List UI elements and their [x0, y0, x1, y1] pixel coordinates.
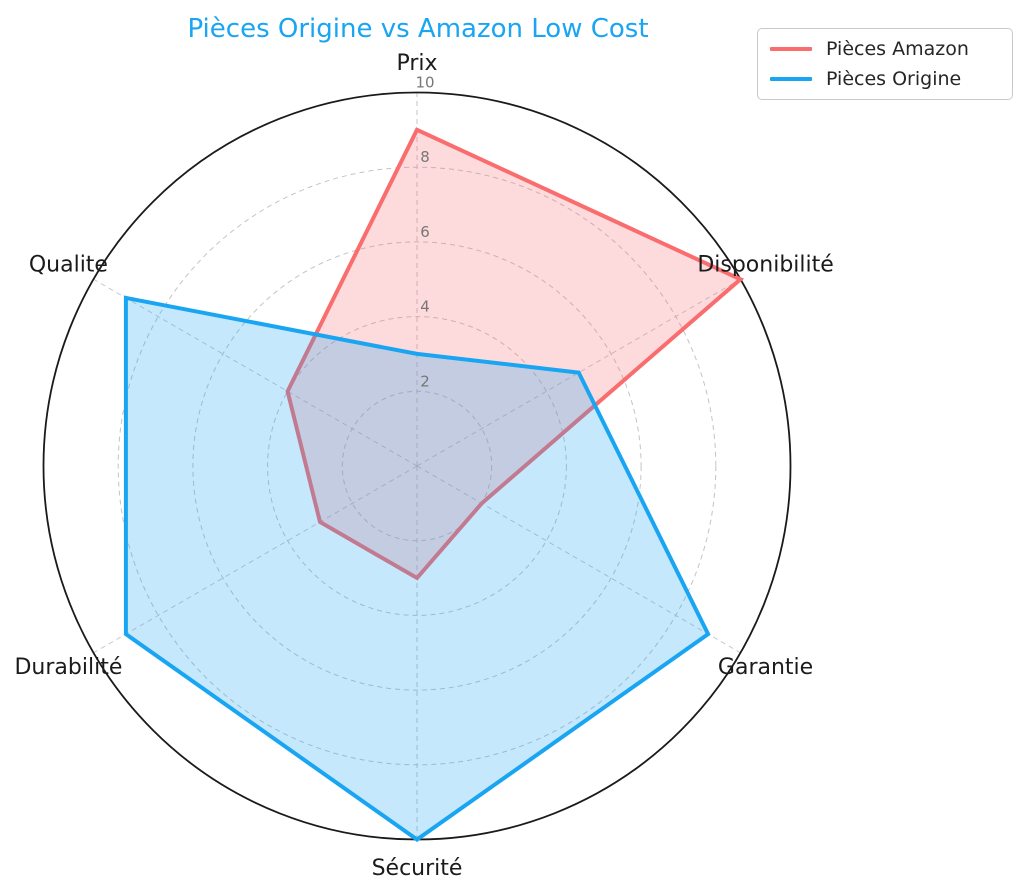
- legend-label-amazon: Pièces Amazon: [826, 38, 969, 60]
- radial-tick-label: 8: [420, 148, 430, 166]
- series-pi-ces-amazon: [285, 127, 745, 581]
- category-label: Disponibilité: [697, 252, 833, 277]
- legend-item-amazon: Pièces Amazon: [770, 37, 1002, 61]
- series-pi-ces-origine: [123, 295, 711, 842]
- radial-tick-label: 4: [420, 298, 430, 316]
- category-label: Garantie: [718, 655, 813, 680]
- legend-line-origine-icon: [770, 77, 812, 81]
- category-label: Qualite: [29, 252, 108, 277]
- radial-tick-label: 2: [420, 372, 430, 390]
- category-label: Durabilité: [14, 655, 122, 680]
- chart-title: Pièces Origine vs Amazon Low Cost: [187, 14, 649, 44]
- legend-item-origine: Pièces Origine: [770, 67, 1002, 91]
- category-label: Sécurité: [372, 856, 463, 881]
- radial-tick-label: 6: [420, 223, 430, 241]
- grid-circle: [267, 316, 567, 616]
- grid-circle: [192, 241, 642, 691]
- category-label: Prix: [396, 51, 437, 76]
- legend: Pièces Amazon Pièces Origine: [757, 28, 1013, 100]
- legend-label-origine: Pièces Origine: [826, 68, 962, 90]
- legend-line-amazon-icon: [770, 47, 812, 51]
- radial-tick-label: 10: [415, 74, 434, 92]
